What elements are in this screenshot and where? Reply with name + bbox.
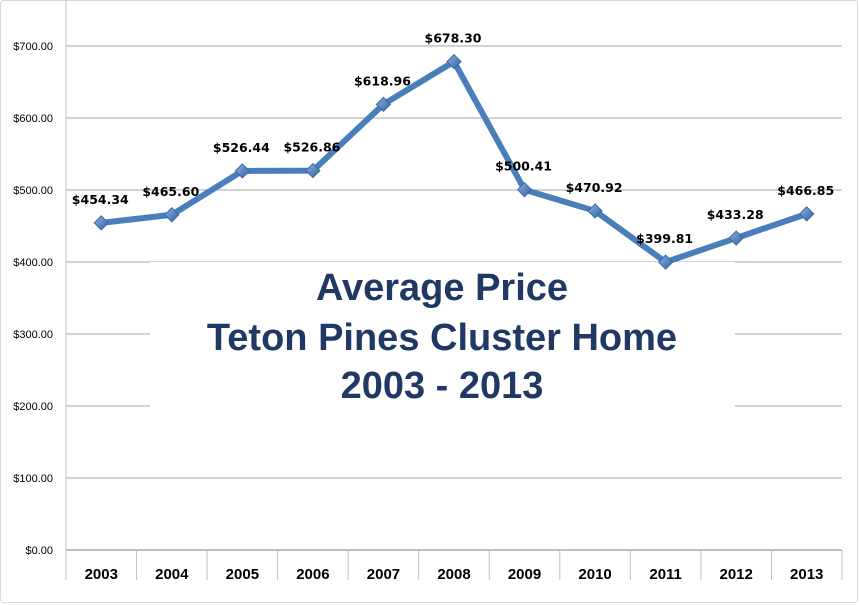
data-point-marker — [446, 53, 462, 70]
data-label: $454.34 — [72, 192, 129, 207]
data-point-marker — [93, 215, 109, 231]
y-axis-ticks: $0.00 $100.00 $200.00 $300.00 $400.00 $500.00… — [13, 41, 53, 557]
x-tick-label: 2011 — [649, 566, 682, 583]
data-point-marker — [657, 254, 674, 270]
y-tick-label: $200.00 — [13, 401, 53, 413]
data-point-marker — [587, 203, 603, 219]
x-axis-ticks: 2003 2004 2005 2006 2007 2008 2009 2010 2011 2012… — [85, 566, 824, 583]
data-label: $399.81 — [636, 231, 693, 246]
x-tick-label: 2013 — [790, 566, 823, 583]
chart-title: Average Price Teton Pines Cluster Home 200… — [150, 262, 735, 408]
data-label: $526.86 — [283, 140, 340, 155]
x-tick-label: 2010 — [578, 566, 611, 583]
data-point-marker — [305, 162, 321, 179]
chart-title-line: 2003 - 2013 — [341, 365, 544, 407]
y-tick-label: $400.00 — [13, 257, 53, 269]
data-point-marker — [799, 206, 815, 222]
data-label: $465.60 — [142, 184, 199, 199]
series-line — [98, 58, 810, 266]
title-background — [150, 262, 735, 408]
x-tick-label: 2005 — [226, 566, 259, 583]
data-label: $466.85 — [777, 183, 834, 198]
data-label: $618.96 — [354, 73, 411, 88]
data-point-marker — [164, 207, 180, 223]
data-point-marker — [234, 163, 251, 179]
x-tick-label: 2012 — [719, 566, 752, 583]
y-tick-label: $100.00 — [13, 473, 53, 485]
chart-title-line: Teton Pines Cluster Home — [207, 317, 677, 359]
data-point-marker — [728, 230, 744, 246]
y-tick-label: $600.00 — [13, 113, 53, 125]
y-tick-label: $0.00 — [25, 545, 53, 557]
y-tick-label: $300.00 — [13, 329, 53, 341]
x-tick-label: 2006 — [296, 566, 329, 583]
data-labels: $454.34 $465.60 $526.44 $526.86 $618.96 $678.… — [72, 31, 834, 247]
y-tick-label: $500.00 — [13, 185, 53, 197]
data-label: $470.92 — [566, 180, 623, 195]
x-tick-label: 2008 — [437, 566, 470, 583]
x-tick-label: 2009 — [508, 566, 541, 583]
x-tick-label: 2007 — [367, 566, 400, 583]
data-label: $433.28 — [707, 207, 764, 222]
data-label: $526.44 — [213, 140, 270, 155]
x-tick-label: 2003 — [85, 566, 118, 583]
data-label: $500.41 — [495, 159, 552, 174]
data-point-marker — [516, 181, 533, 198]
series-average-price — [93, 53, 815, 270]
y-tick-label: $700.00 — [13, 41, 53, 53]
data-label: $678.30 — [425, 31, 482, 46]
chart-title-line: Average Price — [316, 267, 568, 309]
data-point-marker — [375, 96, 392, 113]
x-tick-label: 2004 — [155, 566, 189, 583]
